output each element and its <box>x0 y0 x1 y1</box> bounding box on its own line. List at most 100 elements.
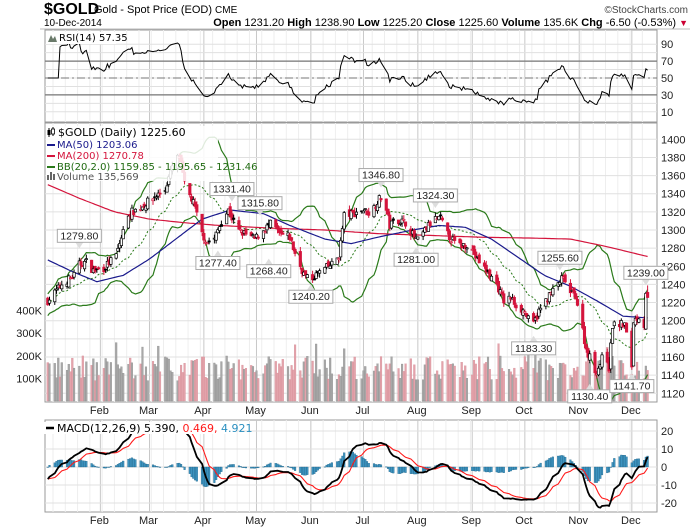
macd-histogram-bar <box>550 457 553 468</box>
macd-histogram-bar <box>523 466 526 469</box>
volume-bar <box>502 371 505 402</box>
volume-bar <box>225 355 228 402</box>
candle-body <box>202 232 206 241</box>
annotation-box <box>237 196 283 211</box>
volume-bar <box>388 363 391 402</box>
volume-bar <box>476 379 479 402</box>
volume-bar <box>144 366 148 402</box>
volume-bar <box>425 357 428 402</box>
month-label: Feb <box>90 405 109 417</box>
candle-body <box>646 292 650 298</box>
macd-histogram-bar <box>316 466 319 471</box>
macd-histogram-bar <box>632 460 635 468</box>
macd-tick-label: -20 <box>661 498 677 510</box>
macd-histogram-bar <box>337 460 340 468</box>
macd-panel: 20 10 0 -10 -20 Feb Mar Apr May Jun Jul Aug Sep Oct No… <box>44 419 677 527</box>
volume-bar <box>560 363 563 402</box>
volume-bar <box>53 363 56 402</box>
volume-bar <box>115 342 118 402</box>
open-label: Open <box>213 17 241 29</box>
annotation-box <box>511 341 557 356</box>
volume-bar <box>264 365 267 402</box>
candle-body <box>293 249 297 254</box>
candle-body <box>539 307 543 311</box>
month-label: May <box>245 405 266 417</box>
volume-bar <box>143 375 146 402</box>
macd-histogram-bar <box>237 465 240 468</box>
volume-bar <box>169 370 172 402</box>
macd-histogram-bar <box>127 458 130 468</box>
volume-bar <box>92 358 95 402</box>
month-label: Mar <box>139 405 158 417</box>
annotation-label: 1279.80 <box>60 230 98 242</box>
annotation-box <box>623 265 669 280</box>
candle-body <box>428 221 432 227</box>
macd-histogram-bar <box>539 462 542 468</box>
macd-histogram-bar <box>378 464 381 468</box>
candle-body <box>281 232 285 235</box>
price-tick-label: 1320 <box>661 207 685 219</box>
macd-histogram-bar <box>471 466 474 471</box>
price-tick-label: 1240 <box>661 279 685 291</box>
macd-histogram-bar <box>427 466 430 469</box>
macd-histogram-bar <box>255 466 258 469</box>
macd-histogram-bar <box>253 466 256 469</box>
candle-body <box>195 204 199 213</box>
volume-bar <box>60 362 63 402</box>
macd-histogram-bar <box>548 458 551 468</box>
macd-histogram-bar <box>409 466 412 474</box>
volume-bar <box>287 366 290 402</box>
macd-histogram-bar <box>139 460 142 468</box>
volume-bar <box>315 343 318 402</box>
macd-histogram-bar <box>390 466 393 473</box>
annotation-box <box>288 289 334 304</box>
volume-bar <box>292 369 295 402</box>
candle-body <box>446 222 450 232</box>
candle-body <box>609 342 613 370</box>
macd-histogram-bar <box>181 466 184 468</box>
macd-histogram-bar <box>104 466 107 469</box>
volume-bar <box>422 379 425 402</box>
macd-histogram-bar <box>404 466 407 473</box>
candle-body <box>291 241 295 250</box>
candle-body <box>453 236 457 241</box>
candle-body <box>465 247 469 250</box>
candle-body <box>449 241 453 244</box>
candle-body <box>265 224 269 231</box>
candle-body <box>228 206 232 217</box>
candle-body <box>544 298 548 307</box>
candle-body <box>610 328 615 344</box>
macd-histogram-bar <box>360 456 363 468</box>
macd-histogram-bar <box>153 465 156 468</box>
volume-bar <box>288 379 291 402</box>
macd-histogram-bar <box>329 463 332 468</box>
volume-tick-label: 400K <box>16 306 42 318</box>
volume-bar <box>109 362 112 402</box>
candle-body <box>437 215 441 221</box>
volume-bar <box>548 364 551 402</box>
volume-bar <box>336 379 339 402</box>
volume-bar <box>278 363 281 402</box>
macd-histogram-bar <box>225 466 228 469</box>
macd-histogram-bar <box>116 464 119 468</box>
macd-histogram-bar <box>220 466 223 472</box>
candle-body <box>251 234 255 236</box>
volume-bar <box>204 376 207 402</box>
macd-histogram-bar <box>474 466 477 472</box>
annotation-box <box>195 255 241 270</box>
volume-bar <box>558 362 561 402</box>
macd-histogram-bar <box>511 466 514 471</box>
volume-bar <box>202 356 205 402</box>
candle-body <box>637 318 641 323</box>
macd-histogram-bar <box>251 466 255 469</box>
volume-bar <box>244 368 248 402</box>
volume-bar <box>446 359 449 402</box>
candle-body <box>340 228 344 242</box>
macd-histogram-bar <box>465 466 469 472</box>
macd-histogram-bar <box>525 466 528 469</box>
candle-body <box>218 226 222 231</box>
volume-bar <box>230 368 233 402</box>
candle-body <box>132 210 136 216</box>
volume-bar <box>279 366 283 402</box>
candle-body <box>53 289 57 303</box>
